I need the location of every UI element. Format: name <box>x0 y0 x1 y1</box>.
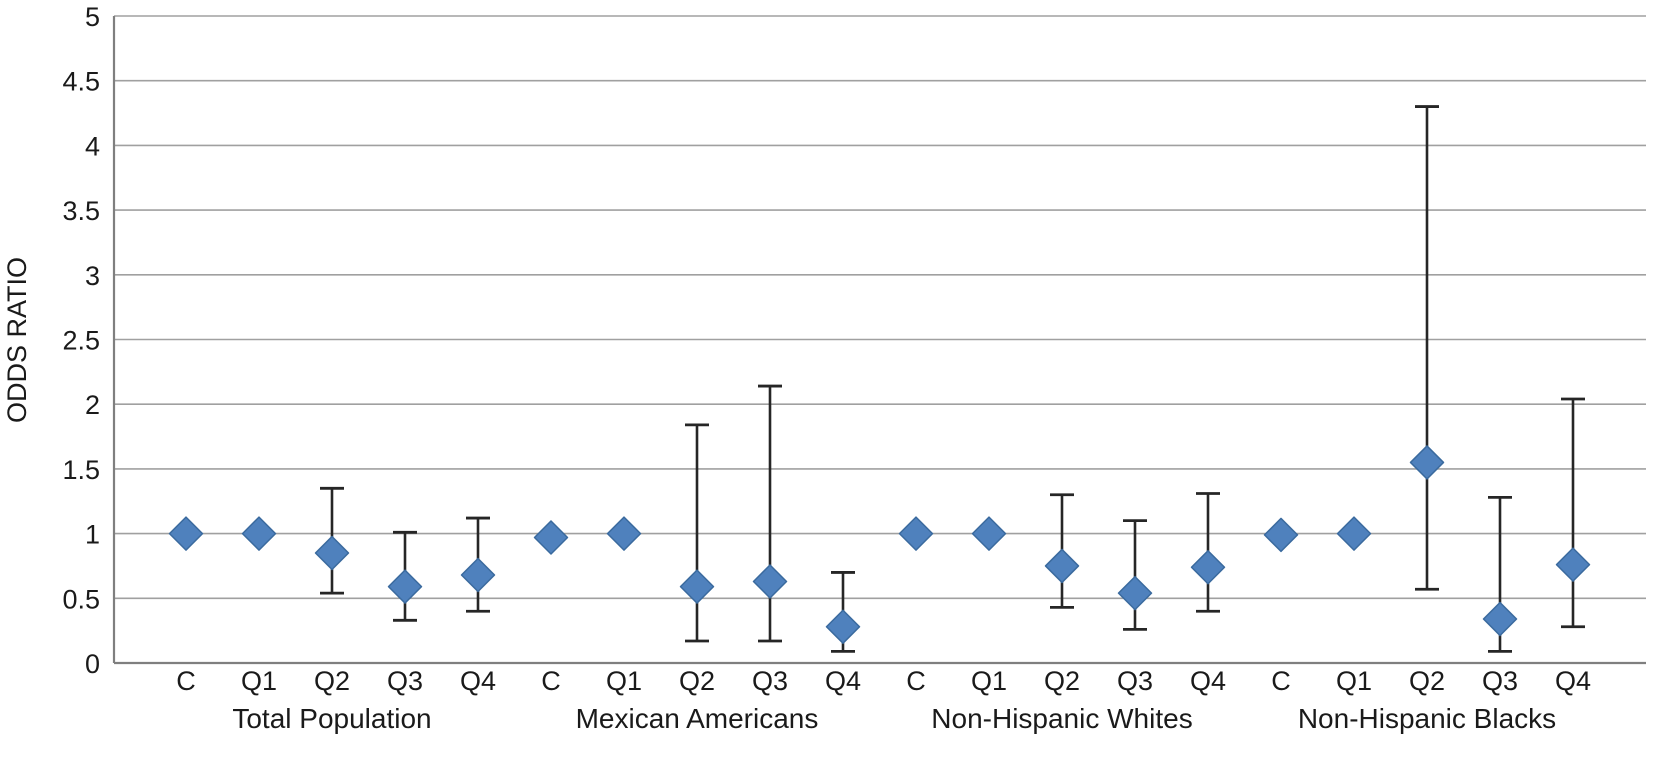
x-tick-label: C <box>176 666 196 696</box>
x-tick-label: Q1 <box>241 666 277 696</box>
group-label: Non-Hispanic Blacks <box>1298 703 1556 734</box>
diamond-marker <box>1555 547 1591 582</box>
diamond-marker <box>1190 549 1226 585</box>
x-tick-label: Q4 <box>1190 666 1226 696</box>
y-tick-label: 2.5 <box>62 326 100 356</box>
diamond-marker <box>898 516 934 551</box>
x-tick-label: Q3 <box>387 666 423 696</box>
y-tick-label: 2 <box>85 390 100 420</box>
diamond-marker <box>460 557 496 593</box>
x-tick-label: C <box>1271 666 1291 696</box>
y-tick-label: 5 <box>85 2 100 32</box>
y-tick-label: 0 <box>85 649 100 679</box>
diamond-marker <box>1044 548 1080 584</box>
x-tick-label: Q4 <box>1555 666 1591 696</box>
x-tick-label: Q1 <box>971 666 1007 696</box>
diamond-marker <box>314 535 350 571</box>
diamond-marker <box>1263 517 1299 553</box>
x-tick-label: Q2 <box>1044 666 1080 696</box>
diamond-marker <box>1409 445 1445 480</box>
x-tick-label: Q4 <box>825 666 861 696</box>
diamond-marker <box>1482 601 1518 637</box>
x-tick-label: Q4 <box>460 666 496 696</box>
diamond-marker <box>606 516 642 551</box>
y-tick-label: 4 <box>85 131 100 161</box>
x-tick-label: Q3 <box>1117 666 1153 696</box>
diamond-marker <box>241 516 277 551</box>
x-tick-label: Q2 <box>314 666 350 696</box>
x-tick-label: Q3 <box>752 666 788 696</box>
diamond-marker <box>1117 575 1153 611</box>
x-tick-label: Q2 <box>679 666 715 696</box>
x-tick-label: C <box>541 666 561 696</box>
x-tick-label: Q1 <box>1336 666 1372 696</box>
y-axis-title: ODDS RATIO <box>2 257 32 423</box>
x-tick-label: Q2 <box>1409 666 1445 696</box>
diamond-marker <box>533 520 569 555</box>
y-tick-label: 3 <box>85 261 100 291</box>
diamond-marker <box>1336 516 1372 551</box>
y-tick-label: 3.5 <box>62 196 100 226</box>
y-tick-label: 0.5 <box>62 584 100 614</box>
diamond-marker <box>971 516 1007 551</box>
y-tick-label: 4.5 <box>62 67 100 97</box>
y-tick-label: 1.5 <box>62 455 100 485</box>
diamond-marker <box>387 569 423 604</box>
diamond-marker <box>679 569 715 604</box>
x-tick-label: Q3 <box>1482 666 1518 696</box>
x-tick-label: Q1 <box>606 666 642 696</box>
x-tick-label: C <box>906 666 926 696</box>
diamond-marker <box>168 516 204 551</box>
diamond-marker <box>825 609 861 645</box>
group-label: Total Population <box>232 703 431 734</box>
diamond-marker <box>752 564 788 599</box>
group-label: Mexican Americans <box>576 703 819 734</box>
group-label: Non-Hispanic Whites <box>931 703 1192 734</box>
y-tick-label: 1 <box>85 520 100 550</box>
